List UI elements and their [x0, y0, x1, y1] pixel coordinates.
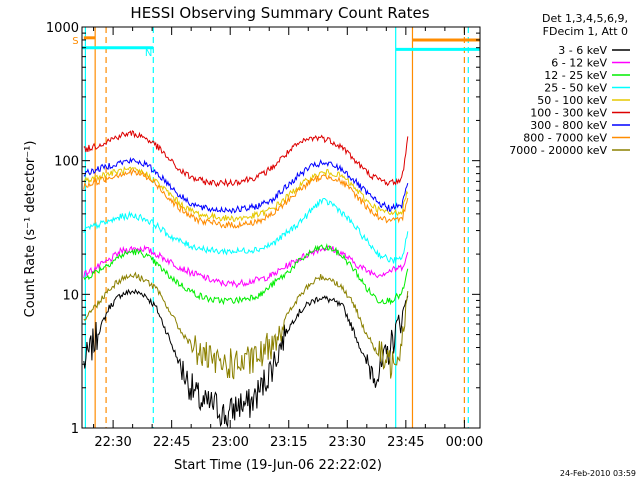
legend-entry-label: 7000 - 20000 keV [509, 144, 607, 157]
legend-entry-label: 300 - 800 keV [530, 119, 607, 132]
y-tick-label: 1000 [46, 21, 79, 36]
x-tick-label: 23:30 [329, 435, 366, 450]
x-axis-label: Start Time (19-Jun-06 22:22:02) [174, 458, 382, 473]
series-line [83, 198, 409, 264]
x-tick-label: 23:45 [387, 435, 424, 450]
y-tick-label: 1 [71, 422, 79, 437]
y-axis-label: Count Rate (s⁻¹ detector⁻¹) [23, 141, 38, 318]
vertical-markers [84, 27, 469, 428]
annotation-label: S [72, 36, 78, 47]
legend-entry-label: 800 - 7000 keV [523, 132, 607, 145]
legend-entry-label: 12 - 25 keV [544, 69, 607, 82]
series-line [83, 156, 409, 214]
series-line [83, 168, 409, 229]
x-tick-label: 00:00 [446, 435, 483, 450]
series-line [83, 243, 409, 306]
legend-entry-label: 25 - 50 keV [544, 82, 607, 95]
y-tick-label: 10 [62, 288, 79, 303]
legend-entry-label: 100 - 300 keV [530, 107, 607, 120]
series-line [83, 130, 409, 188]
x-tick-label: 22:45 [153, 435, 190, 450]
chart-title: HESSI Observing Summary Count Rates [130, 4, 429, 22]
x-tick-label: 23:00 [211, 435, 248, 450]
footer-timestamp: 24-Feb-2010 03:59 [560, 469, 636, 478]
annotation-label: N [145, 48, 152, 59]
series-line [83, 165, 409, 222]
status-bars: SN [72, 36, 480, 59]
legend-entry-label: 3 - 6 keV [558, 44, 607, 57]
plot-frame [81, 26, 481, 429]
x-tick-label: 23:15 [270, 435, 307, 450]
series-line [83, 288, 409, 428]
legend: Det 1,3,4,5,6,9,FDecim 1, Att 0 3 - 6 keV… [509, 12, 630, 157]
series-layer [83, 130, 409, 428]
x-tick-label: 22:30 [94, 435, 131, 450]
series-line [83, 244, 409, 289]
legend-entry-label: 6 - 12 keV [551, 57, 607, 70]
y-tick-label: 100 [54, 155, 79, 170]
legend-header: Det 1,3,4,5,6,9, [542, 12, 628, 25]
axes: 1 10 100 1000 22:30 22:45 23:00 23:15 23:30 23:45… [46, 21, 483, 450]
series-line [83, 271, 409, 380]
legend-entry-label: 50 - 100 keV [537, 94, 607, 107]
legend-header: FDecim 1, Att 0 [543, 25, 628, 38]
